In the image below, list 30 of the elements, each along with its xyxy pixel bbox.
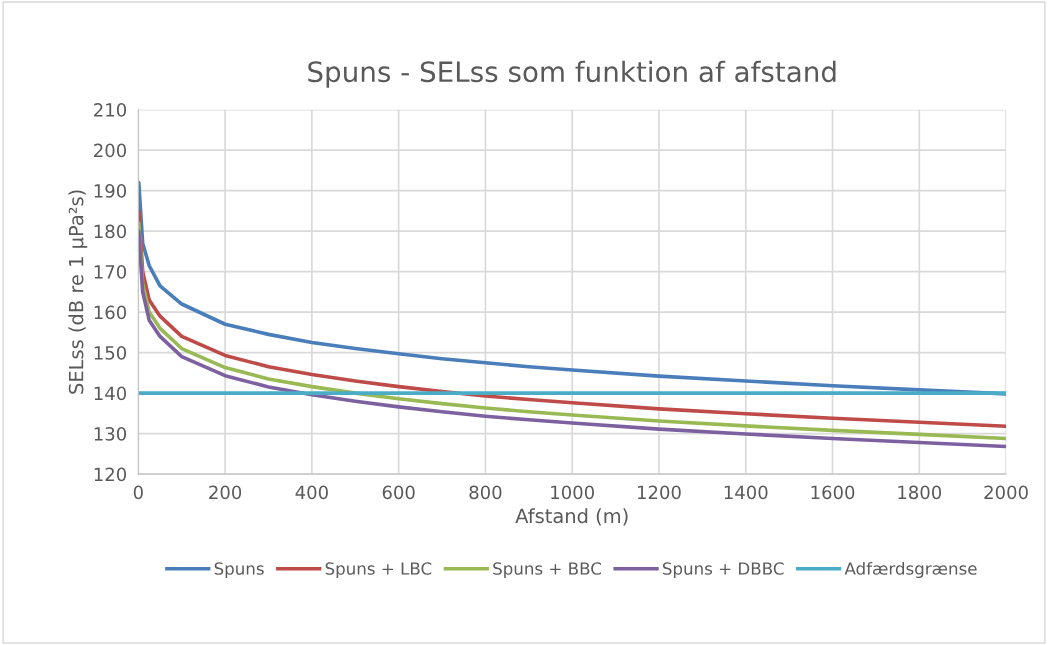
chart-title: Spuns - SELss som funktion af afstand — [308, 60, 836, 88]
legend-label: Spuns + LBC — [325, 562, 432, 579]
y-tick-label: 190 — [94, 184, 127, 198]
x-tick-label: 1600 — [811, 485, 855, 500]
legend-label: Spuns + DBBC — [662, 562, 784, 579]
y-tick-label: 150 — [94, 346, 127, 360]
x-tick-label: 0 — [133, 485, 143, 500]
legend-label: Spuns + BBC — [493, 562, 601, 579]
line-series — [138, 180, 1007, 396]
x-axis-title: Afstand (m) — [515, 508, 628, 526]
x-tick-label: 1800 — [898, 485, 942, 500]
x-tick-label: 800 — [469, 485, 502, 500]
legend-label: Adfærdsgrænse — [844, 561, 977, 579]
x-tick-label: 600 — [382, 485, 415, 500]
x-tick-label: 400 — [295, 485, 328, 500]
y-tick-label: 140 — [94, 386, 127, 401]
y-tick-label: 120 — [94, 467, 127, 482]
x-tick-label: 1000 — [551, 485, 594, 500]
y-tick-label: 210 — [94, 103, 127, 117]
y-tick-label: 160 — [94, 305, 127, 320]
y-axis-title: SELss (dB re 1 µPa²s) — [68, 190, 88, 394]
y-tick-label: 200 — [94, 143, 127, 158]
y-tick-label: 170 — [94, 265, 127, 279]
x-tick-label: 200 — [209, 485, 242, 500]
y-tick-label: 130 — [94, 427, 127, 441]
legend-label: Spuns — [214, 562, 264, 579]
x-tick-label: 1200 — [637, 485, 681, 500]
y-tick-label: 180 — [94, 224, 127, 239]
x-tick-label: 2000 — [984, 485, 1028, 500]
x-tick-label: 1400 — [724, 485, 768, 500]
